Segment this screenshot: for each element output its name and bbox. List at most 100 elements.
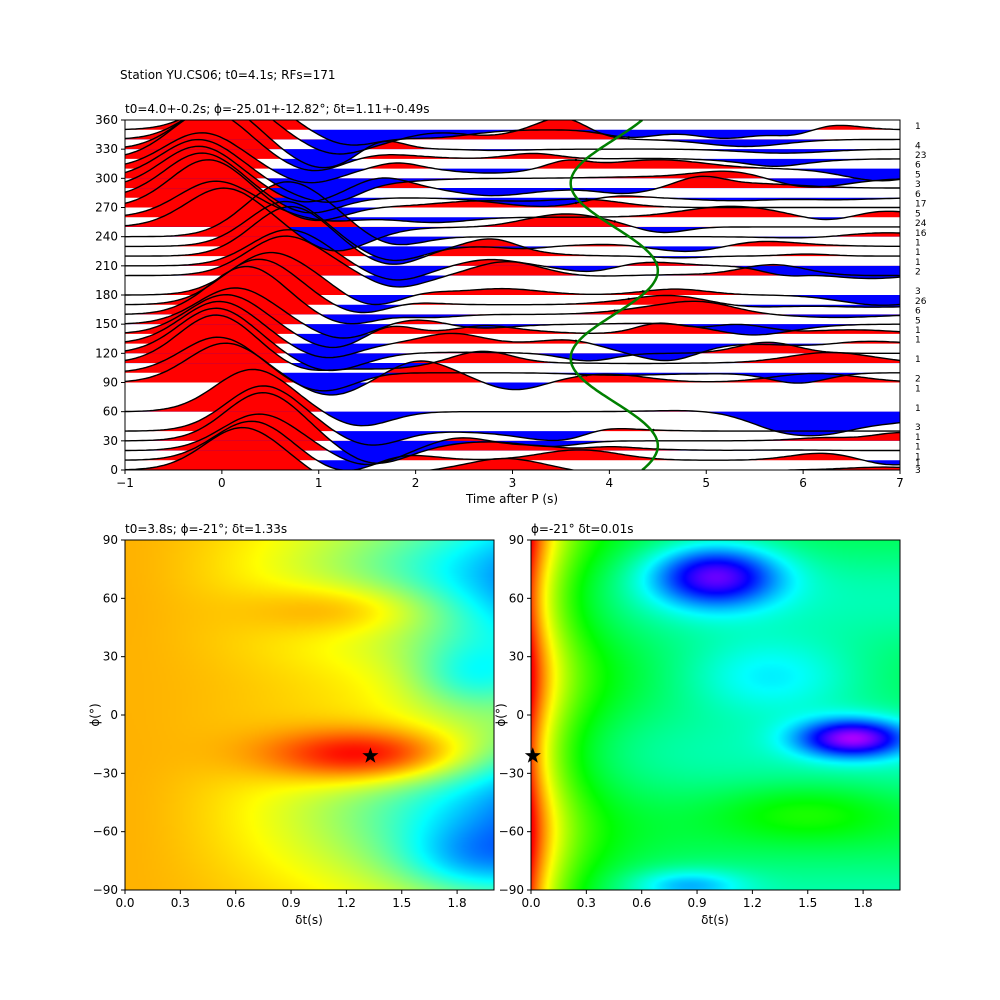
rf-x-axis-label: Time after P (s) (465, 492, 558, 506)
rf-y-axis: 0 30 60 90 120 150 180 210 240 270 300 330 360 (95, 113, 125, 477)
bin-count: 1 (915, 452, 921, 462)
bin-count: 6 (915, 190, 921, 200)
trace-line (125, 152, 900, 214)
x-tick-label: 5 (702, 476, 710, 490)
trace-line (125, 120, 900, 169)
trace-marker (627, 297, 630, 301)
y-tick-label: 120 (95, 346, 118, 360)
x-tick-label: 0.3 (577, 896, 596, 910)
bin-count: 1 (915, 122, 921, 132)
trace-marker (574, 158, 578, 162)
trace-line (125, 180, 900, 224)
rf-panel-subtitle: t0=4.0+-0.2s; ϕ=-25.01+-12.82°; δt=1.11+… (125, 102, 429, 116)
rf-x-axis: −1 0 1 2 3 4 5 6 7 (116, 470, 904, 490)
bin-count: 1 (915, 459, 921, 469)
trace-line (125, 229, 900, 281)
left-heatmap (125, 540, 494, 890)
best-fit-star (524, 747, 541, 763)
x-tick-label: 1.2 (743, 896, 762, 910)
trace-line (125, 120, 900, 146)
left-best-fit-star (362, 747, 379, 763)
y-tick-label: 90 (103, 376, 118, 390)
y-tick-label: 360 (95, 113, 118, 127)
trace-positive-fill (125, 229, 900, 266)
x-tick-label: 0.9 (688, 896, 707, 910)
trace-line (125, 300, 900, 362)
bin-count: 5 (915, 209, 921, 219)
trace-line (125, 138, 900, 203)
left-x-axis-label: δt(s) (295, 913, 323, 927)
y-tick-label: 270 (95, 201, 118, 215)
x-tick-label: 0 (218, 476, 226, 490)
x-tick-label: 7 (896, 476, 904, 490)
trace-line (125, 145, 900, 203)
trace-negative-fill (125, 226, 900, 251)
trace-line (125, 368, 900, 437)
trace-marker (574, 201, 578, 205)
trace-positive-fill (125, 188, 900, 227)
trace-line (125, 200, 900, 262)
right-best-fit-star (524, 747, 541, 763)
right-x-axis-label: δt(s) (701, 913, 729, 927)
trace-positive-fill (125, 294, 900, 334)
trace-marker (613, 220, 616, 223)
trace-negative-fill (125, 265, 900, 280)
trace-marker (585, 374, 588, 377)
bin-count: 2 (915, 268, 921, 278)
rf-traces-panel: t0=4.0+-0.2s; ϕ=-25.01+-12.82°; δt=1.11+… (95, 102, 927, 506)
y-tick-label: 330 (95, 142, 118, 156)
right-y-axis: −90 −60 −30 0 30 60 90 (499, 533, 531, 897)
fit-curve-line (569, 120, 660, 470)
trace-marker (613, 309, 616, 312)
trace-line (125, 265, 900, 325)
bin-count: 16 (915, 229, 927, 239)
x-tick-label: 0.3 (171, 896, 190, 910)
y-tick-label: −60 (499, 825, 524, 839)
y-tick-label: 90 (509, 533, 524, 547)
bin-count: 17 (915, 200, 926, 210)
y-tick-label: −30 (499, 766, 524, 780)
y-tick-label: 0 (110, 463, 118, 477)
trace-line (125, 181, 900, 246)
left-map-subtitle: t0=3.8s; ϕ=-21°; δt=1.33s (125, 522, 287, 536)
bin-count: 1 (915, 384, 921, 394)
bin-count: 5 (915, 170, 921, 180)
bin-count: 5 (915, 316, 921, 326)
bin-count: 1 (915, 355, 921, 365)
trace-line (125, 307, 900, 372)
y-tick-label: 30 (103, 434, 118, 448)
x-tick-label: 1.2 (337, 896, 356, 910)
trace-line (125, 426, 900, 470)
trace-negative-fill (125, 304, 900, 313)
bin-count: 3 (915, 180, 921, 190)
trace-negative-fill (125, 129, 900, 146)
x-tick-label: 1.8 (448, 896, 467, 910)
trace-line (125, 314, 900, 371)
bin-count: 3 (915, 423, 921, 433)
x-tick-label: 3 (509, 476, 517, 490)
trace-line (125, 258, 900, 314)
x-tick-label: 6 (799, 476, 807, 490)
trace-negative-fill (125, 178, 900, 203)
y-tick-label: 300 (95, 171, 118, 185)
trace-marker (627, 136, 630, 139)
y-tick-label: 180 (95, 288, 118, 302)
bin-count: 4 (915, 141, 921, 151)
trace-line (125, 187, 900, 252)
trace-line (125, 251, 900, 306)
bin-count: 1 (915, 433, 921, 443)
trace-positive-fill (125, 288, 900, 325)
y-tick-label: 30 (509, 650, 524, 664)
energy-map-right: ϕ=-21° δt=0.01s 0.0 0.3 0.6 0.9 1.2 1.5 1.8 −9… (494, 522, 901, 927)
x-tick-label: 0.0 (521, 896, 540, 910)
x-tick-label: −1 (116, 476, 134, 490)
right-map-subtitle: ϕ=-21° δt=0.01s (531, 522, 633, 536)
y-tick-label: 0 (516, 708, 524, 722)
trace-marker (642, 471, 644, 473)
trace-line (125, 385, 900, 446)
trace-negative-fill (125, 314, 900, 324)
y-tick-label: −30 (93, 766, 118, 780)
trace-negative-fill (125, 295, 900, 306)
best-fit-star (362, 747, 379, 763)
